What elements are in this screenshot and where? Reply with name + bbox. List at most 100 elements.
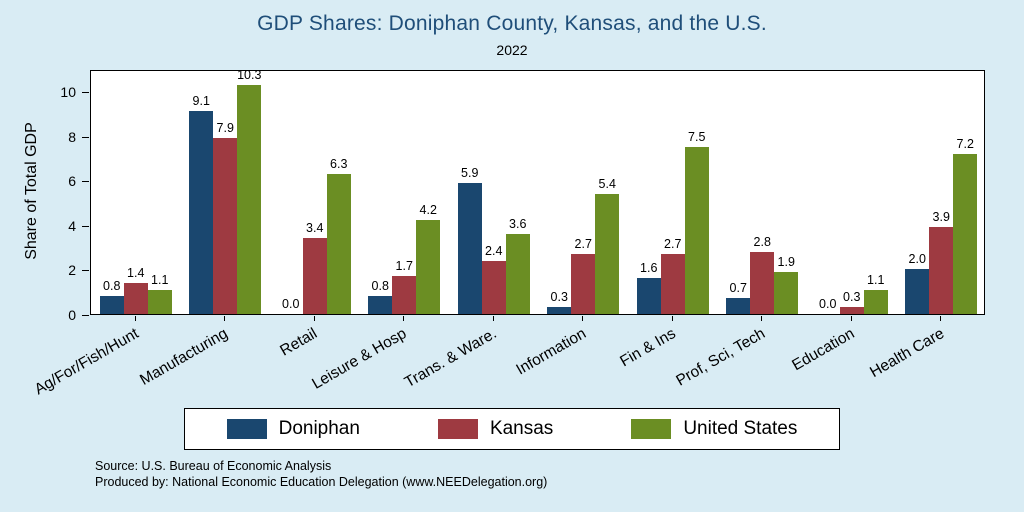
- bar-united-states: [237, 84, 262, 314]
- bar-value-label: 1.6: [640, 261, 658, 276]
- x-tick-label: Education: [789, 325, 858, 375]
- y-tick: [82, 270, 89, 272]
- bar-doniphan: [457, 182, 482, 314]
- legend-entry-united-states: United States: [631, 418, 797, 440]
- bar-kansas: [302, 238, 327, 314]
- y-tick-label: 8: [68, 128, 76, 145]
- bar-value-label: 1.7: [395, 259, 413, 274]
- bar-united-states: [595, 193, 620, 314]
- legend-label: United States: [683, 418, 798, 439]
- y-tick: [82, 315, 89, 316]
- bar-value-label: 0.8: [371, 279, 389, 294]
- bar-value-label: 2.7: [574, 236, 592, 251]
- bar-doniphan: [547, 307, 572, 314]
- legend: Doniphan Kansas United States: [0, 408, 1024, 450]
- x-tick-label: Trans. & Ware.: [401, 325, 500, 392]
- y-tick-label: 10: [60, 84, 76, 101]
- legend-swatch-doniphan: [226, 419, 267, 439]
- plot-area: 0.8 1.4 1.1 9.1 7.9 10.3 0.0 3.4 6.3 0.8 1.7 4.2 5.9…: [90, 67, 985, 315]
- bar-value-label: 1.1: [867, 272, 885, 287]
- bar-value-label: 7.5: [688, 129, 706, 144]
- bar-value-label: 5.4: [598, 176, 616, 191]
- legend-label: Doniphan: [278, 418, 360, 439]
- bar-value-label: 0.0: [282, 297, 300, 311]
- x-tick: [940, 316, 942, 321]
- y-tick: [82, 136, 89, 138]
- x-tick: [671, 316, 673, 321]
- y-axis-label: Share of Total GDP: [23, 122, 40, 260]
- y-tick: [82, 92, 89, 94]
- legend-swatch-united-states: [631, 419, 672, 439]
- y-tick-label: 6: [68, 173, 76, 190]
- bar-doniphan: [99, 296, 124, 314]
- bar-united-states: [416, 220, 441, 314]
- bar-value-label: 6.3: [330, 156, 348, 171]
- bar-value-label: 2.0: [908, 252, 926, 267]
- x-tick-label: Leisure & Hosp: [309, 325, 410, 393]
- bar-united-states: [774, 271, 799, 314]
- bar-value-label: 1.9: [777, 254, 795, 269]
- x-tick-label: Information: [513, 325, 589, 379]
- bar-united-states: [147, 289, 172, 314]
- bar-value-label: 2.8: [753, 234, 771, 249]
- bar-value-label: 0.3: [843, 290, 861, 305]
- bar-kansas: [750, 251, 775, 314]
- legend-box: Doniphan Kansas United States: [183, 408, 841, 450]
- x-tick: [134, 316, 136, 321]
- bar-value-label: 0.7: [729, 281, 747, 296]
- bar-value-label: 3.4: [306, 221, 324, 236]
- x-tick-label: Retail: [277, 325, 321, 360]
- chart-subtitle: 2022: [496, 42, 528, 58]
- legend-entry-doniphan: Doniphan: [226, 418, 360, 440]
- bar-kansas: [213, 138, 238, 314]
- bar-value-label: 0.0: [819, 297, 837, 311]
- x-tick-label: Ag/For/Fish/Hunt: [31, 325, 142, 399]
- bar-united-states: [863, 289, 888, 314]
- x-tick: [313, 316, 315, 321]
- x-tick-label: Health Care: [866, 325, 947, 382]
- y-tick: [82, 225, 89, 227]
- x-tick: [761, 316, 763, 321]
- produced-note: Produced by: National Economic Education…: [95, 475, 548, 489]
- x-tick-label: Manufacturing: [137, 325, 231, 389]
- bar-value-label: 5.9: [461, 165, 479, 180]
- x-tick-label: Prof, Sci, Tech: [672, 325, 768, 390]
- bar-value-label: 3.6: [509, 216, 527, 231]
- bar-value-label: 10.3: [237, 67, 262, 82]
- footer-notes: Source: U.S. Bureau of Economic Analysis…: [95, 458, 547, 490]
- bar-united-states: [326, 173, 351, 314]
- bar-value-label: 4.2: [419, 203, 437, 218]
- bar-value-label: 0.8: [103, 279, 121, 294]
- bar-kansas: [481, 260, 506, 314]
- bar-value-label: 0.3: [550, 290, 568, 305]
- bar-kansas: [571, 253, 596, 314]
- bar-doniphan: [636, 278, 661, 314]
- source-note: Source: U.S. Bureau of Economic Analysis: [95, 459, 332, 473]
- x-tick: [492, 316, 494, 321]
- y-tick-label: 4: [68, 217, 76, 234]
- bar-kansas: [123, 282, 148, 314]
- bar-value-label: 3.9: [932, 210, 950, 225]
- bar-kansas: [929, 227, 954, 314]
- y-tick-label: 0: [68, 307, 76, 323]
- bar-united-states: [953, 153, 978, 314]
- legend-swatch-kansas: [437, 419, 478, 439]
- y-tick: [82, 181, 89, 183]
- y-tick-label: 2: [68, 262, 76, 279]
- legend-entry-kansas: Kansas: [437, 418, 554, 440]
- bar-doniphan: [368, 296, 393, 314]
- legend-label: Kansas: [489, 418, 554, 439]
- x-tick: [582, 316, 584, 321]
- bar-value-label: 7.2: [956, 136, 974, 151]
- x-tick: [850, 316, 852, 321]
- bar-united-states: [505, 233, 530, 314]
- bar-doniphan: [905, 269, 930, 314]
- x-tick-label: Fin & Ins: [616, 325, 679, 371]
- bar-kansas: [839, 307, 864, 314]
- chart-title: GDP Shares: Doniphan County, Kansas, and…: [257, 12, 767, 35]
- bar-united-states: [684, 146, 709, 314]
- bar-value-label: 9.1: [192, 94, 210, 109]
- bar-value-label: 7.9: [216, 121, 234, 136]
- bar-doniphan: [726, 298, 751, 314]
